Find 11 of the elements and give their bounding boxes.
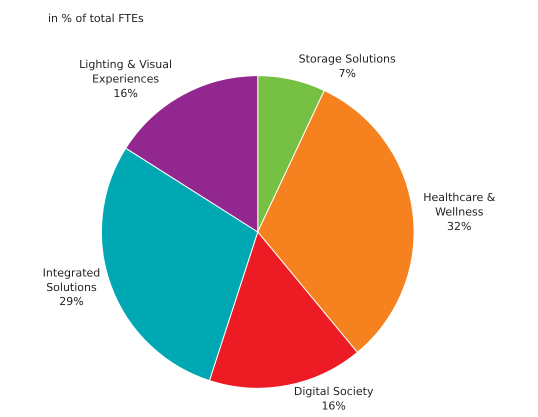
- data-label: 16%: [113, 86, 138, 100]
- slice-label: Integrated Solutions: [42, 266, 100, 294]
- data-label: 7%: [338, 67, 356, 80]
- chart-subtitle: in % of total FTEs: [48, 12, 144, 25]
- data-label: 29%: [59, 295, 84, 308]
- slice-label: Lighting & Visual Experiences: [79, 58, 172, 86]
- slice-label: Storage Solutions: [298, 52, 396, 66]
- data-label: 32%: [447, 220, 472, 233]
- data-label: 16%: [321, 399, 346, 412]
- slice-label: Healthcare & Wellness: [423, 191, 496, 219]
- slice-label: Digital Society: [294, 385, 374, 398]
